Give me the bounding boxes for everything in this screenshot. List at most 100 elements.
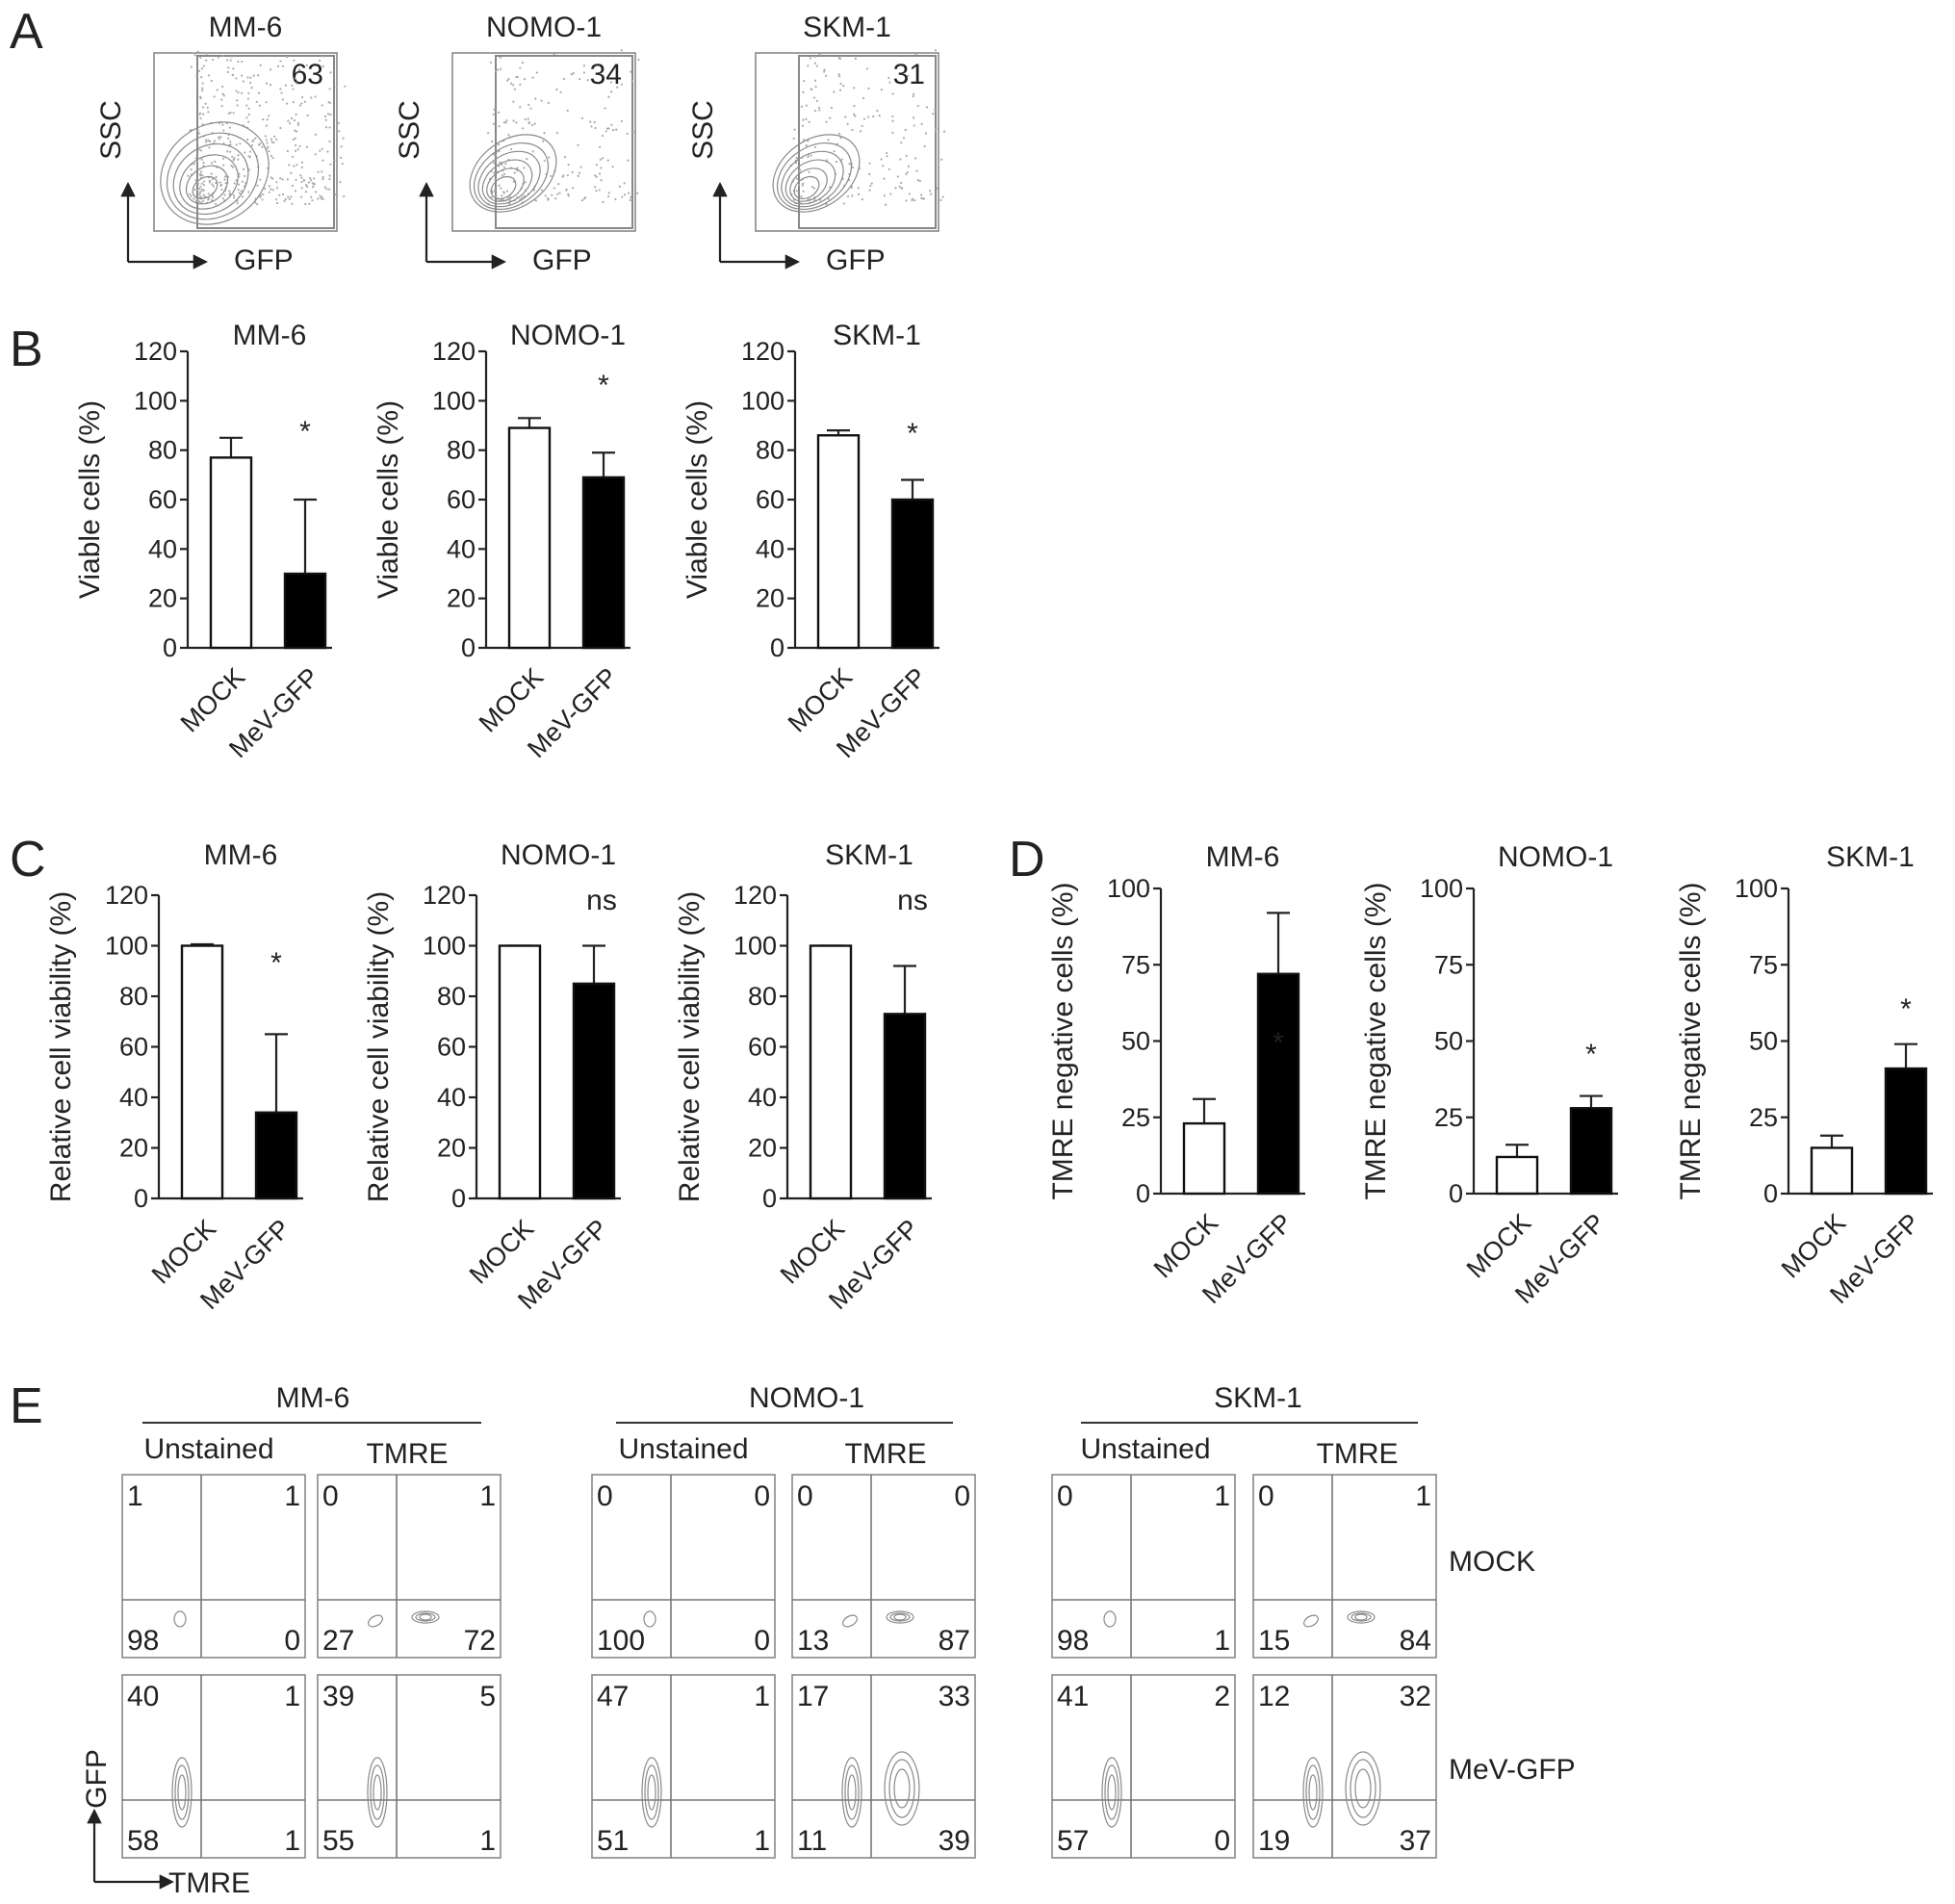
quadrant-plot: 1 1 98 0	[121, 1474, 306, 1659]
column-header: Unstained	[618, 1433, 748, 1465]
y-tick-label: 20	[756, 584, 785, 613]
significance-mark: *	[1900, 993, 1912, 1025]
event-dot	[269, 84, 272, 87]
event-dot	[309, 179, 313, 182]
event-dot	[235, 179, 238, 182]
event-dot	[590, 125, 593, 128]
event-dot	[595, 190, 598, 193]
event-dot	[807, 64, 810, 67]
population-contour	[1354, 1613, 1368, 1621]
event-dot	[882, 165, 885, 167]
event-dot	[200, 89, 204, 92]
gfp-gate	[798, 55, 937, 229]
plot-frame	[1051, 1674, 1236, 1859]
event-dot	[798, 170, 801, 173]
event-dot	[915, 169, 918, 172]
event-dot	[262, 193, 265, 196]
event-dot	[344, 85, 347, 88]
event-dot	[567, 164, 570, 167]
group-title: SKM-1	[1214, 1382, 1302, 1414]
density-contour	[789, 167, 828, 202]
event-dot	[340, 156, 343, 159]
plot-frame	[755, 52, 939, 232]
event-dot	[301, 95, 304, 99]
event-dot	[582, 64, 586, 67]
population-contour	[1350, 1612, 1372, 1622]
event-dot	[830, 106, 833, 110]
event-dot	[284, 197, 287, 201]
event-dot	[515, 75, 518, 79]
event-dot	[221, 157, 225, 160]
event-dot	[225, 59, 229, 62]
bar-mev-gfp	[1884, 1067, 1928, 1196]
event-dot	[913, 199, 916, 202]
population-contour	[893, 1768, 911, 1809]
event-dot	[566, 109, 569, 112]
quadrant-upper-right: 1	[284, 1480, 300, 1512]
event-dot	[515, 121, 518, 124]
y-tick-label: 75	[1749, 950, 1778, 979]
event-dot	[269, 68, 272, 71]
event-dot	[813, 55, 817, 58]
event-dot	[199, 116, 202, 120]
event-dot	[202, 184, 206, 187]
ssc-axis-label: SSC	[95, 100, 127, 160]
event-dot	[902, 137, 906, 140]
event-dot	[321, 147, 323, 150]
event-dot	[493, 190, 497, 193]
event-dot	[314, 133, 318, 136]
event-dot	[264, 188, 267, 191]
ssc-axis-label: SSC	[394, 100, 425, 160]
bar-mev-gfp	[283, 572, 327, 650]
population-contour	[842, 1614, 858, 1628]
event-dot	[607, 95, 610, 98]
y-tick-label: 20	[437, 1134, 466, 1163]
event-dot	[883, 194, 887, 197]
event-dot	[232, 193, 236, 196]
population-contour	[373, 1774, 382, 1811]
quadrant-lower-left: 55	[322, 1825, 354, 1857]
event-dot	[196, 160, 199, 163]
event-dot	[891, 115, 894, 118]
event-dot	[534, 199, 538, 202]
event-dot	[862, 96, 865, 100]
event-dot	[290, 116, 294, 119]
event-dot	[912, 94, 914, 98]
event-dot	[265, 124, 269, 127]
event-dot	[314, 95, 317, 98]
plot-frame	[791, 1674, 976, 1859]
quadrant-upper-left: 41	[1057, 1681, 1089, 1712]
event-dot	[611, 166, 614, 168]
event-dot	[222, 94, 225, 97]
event-dot	[510, 147, 513, 150]
event-dot	[300, 102, 303, 105]
event-dot	[494, 179, 497, 182]
quadrant-plot: 0 1 27 72	[317, 1474, 502, 1659]
event-dot	[494, 69, 498, 73]
event-dot	[925, 106, 929, 109]
quadrant-lower-left: 19	[1258, 1825, 1290, 1857]
event-dot	[620, 119, 624, 123]
event-dot	[934, 108, 937, 111]
event-dot	[268, 185, 270, 188]
event-dot	[595, 175, 598, 178]
y-tick-label: 50	[1434, 1027, 1463, 1056]
event-dot	[296, 148, 299, 151]
event-dot	[231, 166, 235, 168]
event-dot	[290, 195, 293, 198]
event-dot	[566, 174, 569, 177]
event-dot	[813, 62, 816, 64]
event-dot	[311, 182, 314, 185]
event-dot	[294, 129, 296, 132]
event-dot	[887, 76, 890, 80]
event-dot	[229, 141, 232, 143]
event-dot	[237, 183, 241, 186]
event-dot	[901, 187, 904, 190]
event-dot	[572, 71, 575, 75]
event-dot	[270, 176, 272, 179]
y-tick-label: 20	[447, 584, 476, 613]
y-tick-label: 0	[451, 1184, 466, 1213]
event-dot	[322, 197, 324, 200]
event-dot	[294, 149, 297, 152]
event-dot	[499, 56, 502, 59]
